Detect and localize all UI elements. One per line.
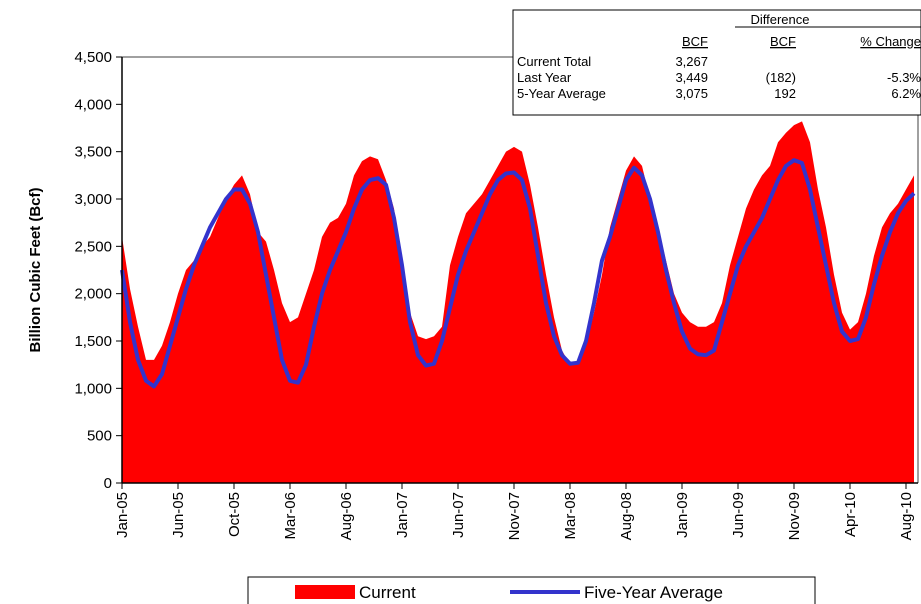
area <box>122 121 914 483</box>
x-tick-label: Aug-06 <box>338 492 355 540</box>
y-tick-label: 1,000 <box>74 380 112 397</box>
cell: 6.2% <box>891 86 921 101</box>
cell: 192 <box>774 86 796 101</box>
row-label: 5-Year Average <box>517 86 606 101</box>
y-tick-label: 0 <box>104 475 112 492</box>
x-tick-label: Nov-09 <box>786 492 803 540</box>
row-label: Current Total <box>517 54 591 69</box>
column-header: BCF <box>770 34 796 49</box>
x-tick-label: Jan-07 <box>394 492 411 538</box>
y-tick-label: 1,500 <box>74 333 112 350</box>
x-tick-label: Jun-09 <box>730 492 747 538</box>
line <box>120 158 916 389</box>
x-tick-label: Jan-09 <box>674 492 691 538</box>
cell: (182) <box>766 70 796 85</box>
x-tick-label: Mar-08 <box>562 492 579 540</box>
legend: Current Five-Year Average <box>247 576 816 604</box>
x-tick-label: Mar-06 <box>282 492 299 540</box>
x-tick-label: Aug-08 <box>618 492 635 540</box>
x-tick-label: Jun-07 <box>450 492 467 538</box>
x-tick-label: Jun-05 <box>170 492 187 538</box>
summary-table: Difference BCF BCF % Change Current Total 3,2… <box>512 9 921 116</box>
x-tick-label: Oct-05 <box>226 492 243 537</box>
y-tick-label: 2,500 <box>74 238 112 255</box>
y-tick-label: 4,000 <box>74 96 112 113</box>
row-label: Last Year <box>517 70 572 85</box>
cell: -5.3% <box>887 70 921 85</box>
y-tick-label: 500 <box>87 428 112 445</box>
y-axis-label: Billion Cubic Feet (Bcf) <box>27 187 44 352</box>
x-tick-label: Apr-10 <box>842 492 859 537</box>
x-tick-label: Nov-07 <box>506 492 523 540</box>
column-header: BCF <box>682 34 708 49</box>
y-tick-label: 3,500 <box>74 144 112 161</box>
x-tick-label: Aug-10 <box>898 492 915 540</box>
summary-header: Difference <box>750 12 809 27</box>
cell: 3,267 <box>675 54 708 69</box>
y-tick-label: 3,000 <box>74 191 112 208</box>
column-header: % Change <box>860 34 921 49</box>
legend-swatch <box>295 585 355 599</box>
y-tick-label: 2,000 <box>74 286 112 303</box>
cell: 3,075 <box>675 86 708 101</box>
legend-label: Five-Year Average <box>584 583 723 602</box>
legend-label: Current <box>359 583 416 602</box>
y-tick-label: 4,500 <box>74 49 112 66</box>
cell: 3,449 <box>675 70 708 85</box>
x-tick-label: Jan-05 <box>114 492 131 538</box>
